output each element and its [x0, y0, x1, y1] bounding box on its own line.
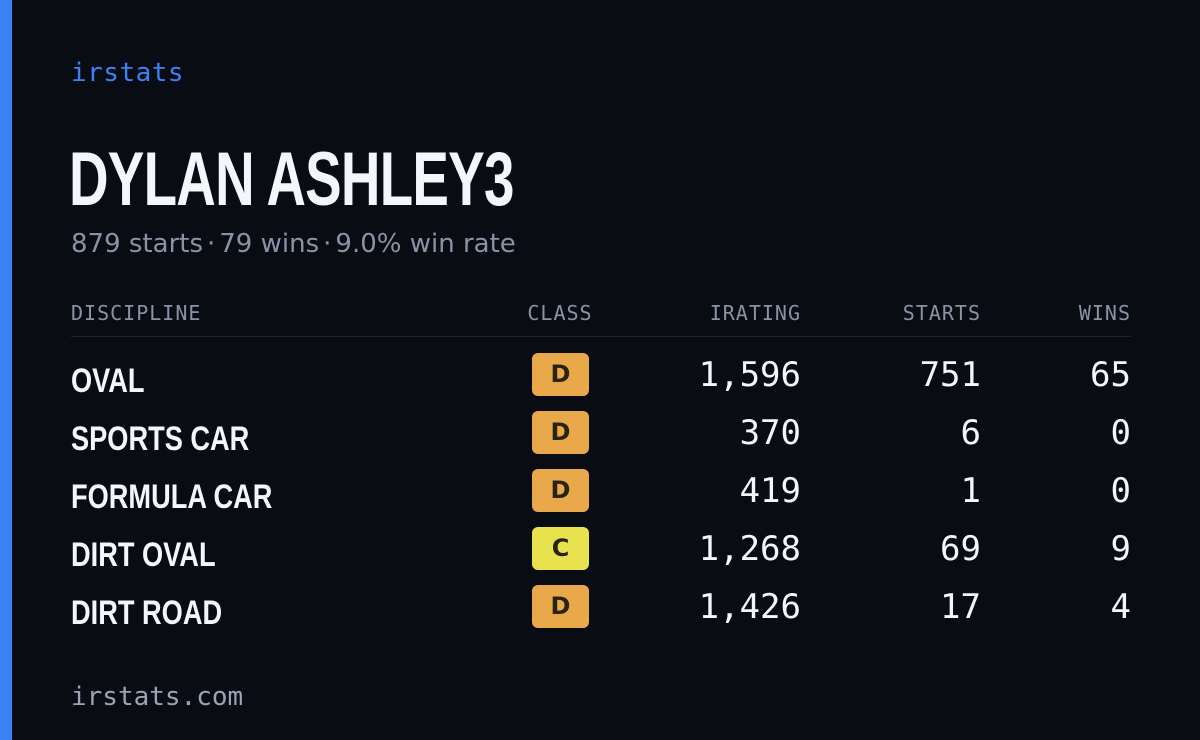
- irating-value: 1,426: [698, 587, 801, 627]
- table-row: SPORTS CAR D 370 6 0: [71, 411, 1131, 469]
- header-class: CLASS: [527, 301, 593, 325]
- summary-separator: ·: [323, 229, 332, 259]
- table-row: OVAL D 1,596 751 65: [71, 353, 1131, 411]
- table-row: DIRT OVAL C 1,268 69 9: [71, 527, 1131, 585]
- header-discipline: DISCIPLINE: [71, 301, 202, 325]
- starts-value: 751: [919, 355, 981, 395]
- win-rate: 9.0% win rate: [335, 229, 516, 259]
- table-body: OVAL D 1,596 751 65 SPORTS CAR D 370 6 0…: [71, 337, 1131, 643]
- starts-value: 69: [940, 529, 981, 569]
- license-class-badge: C: [532, 527, 589, 570]
- discipline-name: SPORTS CAR: [71, 420, 250, 458]
- summary-separator: ·: [207, 229, 216, 259]
- starts-value: 6: [960, 413, 981, 453]
- total-starts: 879 starts: [71, 229, 203, 259]
- wins-value: 65: [1090, 355, 1131, 395]
- irating-value: 1,268: [698, 529, 801, 569]
- brand-logo-text: irstats: [71, 58, 185, 88]
- discipline-name: DIRT ROAD: [71, 594, 223, 632]
- table-row: FORMULA CAR D 419 1 0: [71, 469, 1131, 527]
- license-class-badge: D: [532, 585, 589, 628]
- wins-value: 9: [1110, 529, 1131, 569]
- footer-domain: irstats.com: [71, 682, 244, 712]
- irating-value: 1,596: [698, 355, 801, 395]
- license-class-badge: D: [532, 411, 589, 454]
- wins-value: 0: [1110, 413, 1131, 453]
- accent-bar: [0, 0, 12, 740]
- wins-value: 4: [1110, 587, 1131, 627]
- discipline-name: DIRT OVAL: [71, 536, 216, 574]
- header-wins: WINS: [1078, 301, 1131, 325]
- header-starts: STARTS: [902, 301, 981, 325]
- table-header-row: DISCIPLINE CLASS IRATING STARTS WINS: [71, 298, 1131, 337]
- table-row: DIRT ROAD D 1,426 17 4: [71, 585, 1131, 643]
- wins-value: 0: [1110, 471, 1131, 511]
- header-irating: IRATING: [709, 301, 801, 325]
- starts-value: 17: [940, 587, 981, 627]
- total-wins: 79 wins: [219, 229, 320, 259]
- irating-value: 419: [739, 471, 801, 511]
- license-class-badge: D: [532, 469, 589, 512]
- irating-value: 370: [739, 413, 801, 453]
- driver-summary: 879 starts · 79 wins · 9.0% win rate: [71, 226, 516, 262]
- discipline-stats-table: DISCIPLINE CLASS IRATING STARTS WINS OVA…: [71, 298, 1131, 643]
- driver-name: DYLAN ASHLEY3: [69, 137, 514, 222]
- discipline-name: OVAL: [71, 362, 145, 400]
- discipline-name: FORMULA CAR: [71, 478, 273, 516]
- license-class-badge: D: [532, 353, 589, 396]
- starts-value: 1: [960, 471, 981, 511]
